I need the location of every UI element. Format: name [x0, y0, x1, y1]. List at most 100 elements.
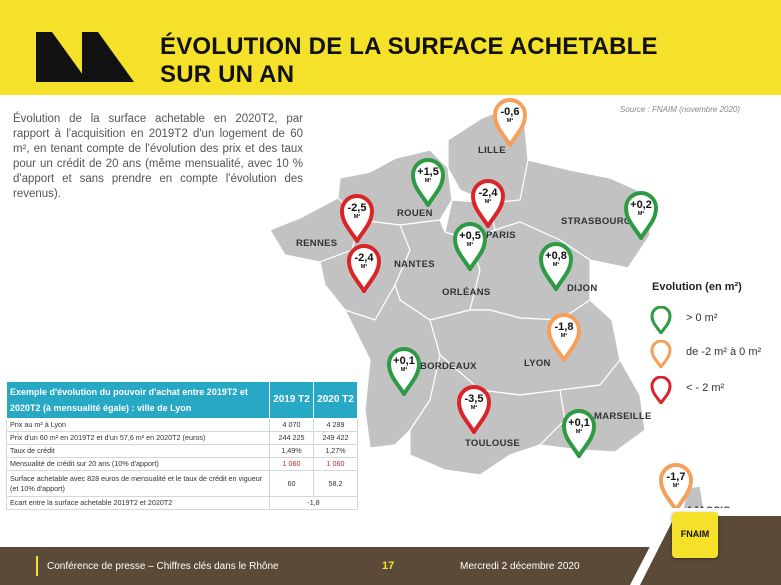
marker-pin-rouen[interactable]: +1,5 M² — [410, 157, 446, 207]
marker-value: +0,2 — [630, 199, 652, 211]
marker-pin-toulouse[interactable]: -3,5 M² — [456, 384, 492, 434]
marker-unit: M² — [637, 211, 645, 217]
marker-unit: M² — [484, 199, 492, 205]
marker-unit: M² — [360, 264, 368, 270]
page-title: ÉVOLUTION DE LA SURFACE ACHETABLE SUR UN… — [160, 33, 658, 89]
marker-pin-lille[interactable]: -0,6 M² — [492, 97, 528, 147]
marker-unit: M² — [353, 214, 361, 220]
cell-2020: 4 289 — [313, 418, 358, 432]
row-label: Prix au m² à Lyon — [6, 418, 270, 432]
city-label-toulouse: TOULOUSE — [465, 438, 521, 449]
cell-2020: 249 422 — [313, 431, 358, 445]
footer-date: Mercredi 2 décembre 2020 — [460, 561, 580, 572]
city-label-orleans: ORLÉANS — [442, 287, 491, 298]
lyon-example-table: Exemple d'évolution du pouvoir d'achat e… — [6, 381, 358, 510]
row-label: Prix d'un 60 m² en 2019T2 et d'un 57,6 m… — [6, 431, 270, 445]
legend-item-positive: > 0 m² — [650, 306, 780, 334]
marker-unit: M² — [575, 429, 583, 435]
table-row: Taux de crédit 1,49% 1,27% — [6, 444, 358, 458]
marker-unit: M² — [552, 262, 560, 268]
table-row: Prix au m² à Lyon 4 070 4 289 — [6, 418, 358, 432]
map-pin-icon — [456, 385, 492, 434]
map-pin-icon — [492, 98, 528, 147]
marker-pin-orleans[interactable]: +0,5 M² — [452, 221, 488, 271]
row-label: Mensualité de crédit sur 20 ans (10% d'a… — [6, 457, 270, 471]
table-caption: Exemple d'évolution du pouvoir d'achat e… — [6, 381, 270, 419]
city-label-paris: PARIS — [486, 230, 516, 241]
map-pin-icon — [650, 306, 672, 334]
marker-unit: M² — [466, 242, 474, 248]
marker-pin-lyon[interactable]: -1,8 M² — [546, 312, 582, 362]
brand-chevrons-logo — [36, 32, 134, 82]
map-pin-icon — [546, 313, 582, 362]
map-pin-icon — [538, 242, 574, 291]
cell-2020: 1,27% — [313, 444, 358, 458]
row-label: Ecart entre la surface achetable 2019T2 … — [6, 496, 270, 510]
city-label-rouen: ROUEN — [397, 208, 433, 219]
map-pin-icon — [650, 340, 672, 368]
marker-pin-bordeaux[interactable]: +0,1 M² — [386, 346, 422, 396]
map-pin-icon — [452, 222, 488, 271]
city-label-rennes: RENNES — [296, 238, 338, 249]
table-header-row: Exemple d'évolution du pouvoir d'achat e… — [6, 381, 358, 419]
cell-2019: 4 070 — [269, 418, 314, 432]
map-pin-icon — [561, 409, 597, 458]
cell-2020: 58,2 — [313, 470, 358, 497]
marker-pin-rennes[interactable]: -2,5 M² — [339, 193, 375, 243]
marker-value: +1,5 — [417, 166, 439, 178]
title-line-1: ÉVOLUTION DE LA SURFACE ACHETABLE — [160, 33, 658, 60]
city-label-bordeaux: BORDEAUX — [420, 361, 477, 372]
legend-label: < - 2 m² — [686, 382, 725, 394]
marker-pin-strasbourg[interactable]: +0,2 M² — [623, 190, 659, 240]
title-line-2: SUR UN AN — [160, 61, 295, 88]
footer-divider — [36, 556, 38, 576]
marker-unit: M² — [470, 405, 478, 411]
city-label-dijon: DIJON — [567, 283, 598, 294]
marker-value: -1,7 — [666, 471, 686, 483]
map-pin-icon — [470, 179, 506, 228]
marker-pin-paris[interactable]: -2,4 M² — [470, 178, 506, 228]
cell-2019: 60 — [269, 470, 314, 497]
cell-difference: -1,8 — [269, 496, 358, 510]
map-pin-icon — [386, 347, 422, 396]
marker-value: +0,5 — [459, 230, 481, 242]
row-label: Taux de crédit — [6, 444, 270, 458]
marker-value: +0,1 — [568, 417, 590, 429]
map-pin-icon — [623, 191, 659, 240]
city-label-marseille: MARSEILLE — [594, 411, 652, 422]
cell-2020: 1 060 — [313, 457, 358, 471]
marker-pin-dijon[interactable]: +0,8 M² — [538, 241, 574, 291]
marker-value: +0,8 — [545, 250, 567, 262]
intro-paragraph: Évolution de la surface achetable en 202… — [13, 113, 303, 200]
map-pin-icon — [410, 158, 446, 207]
marker-value: -1,8 — [554, 321, 574, 333]
marker-value: +0,1 — [393, 355, 415, 367]
map-pin-icon — [658, 463, 694, 512]
marker-value: -2,4 — [354, 252, 374, 264]
legend-label: de -2 m² à 0 m² — [686, 346, 762, 358]
marker-pin-nantes[interactable]: -2,4 M² — [346, 243, 382, 293]
city-label-nantes: NANTES — [394, 259, 435, 270]
column-header-2019: 2019 T2 — [269, 381, 314, 419]
city-label-strasbourg: STRASBOURG — [561, 216, 632, 227]
marker-pin-ajaccio[interactable]: -1,7 M² — [658, 462, 694, 512]
map-pin-icon — [650, 376, 672, 404]
map-pin-icon — [339, 194, 375, 243]
cell-2019: 244 225 — [269, 431, 314, 445]
marker-value: -0,6 — [500, 106, 520, 118]
city-label-lyon: LYON — [524, 358, 551, 369]
fnaim-logo: FNAIM — [672, 512, 718, 558]
marker-pin-marseille[interactable]: +0,1 M² — [561, 408, 597, 458]
table-row: Surface achetable avec 828 euros de mens… — [6, 470, 358, 497]
marker-unit: M² — [672, 483, 680, 489]
marker-unit: M² — [400, 367, 408, 373]
table-row: Ecart entre la surface achetable 2019T2 … — [6, 496, 358, 510]
legend-item-moderate: de -2 m² à 0 m² — [650, 340, 780, 368]
column-header-2020: 2020 T2 — [313, 381, 358, 419]
marker-unit: M² — [506, 118, 514, 124]
marker-unit: M² — [560, 333, 568, 339]
marker-unit: M² — [424, 178, 432, 184]
source-note: Source : FNAIM (novembre 2020) — [620, 105, 741, 114]
city-label-lille: LILLE — [478, 145, 506, 156]
marker-value: -2,4 — [478, 187, 498, 199]
